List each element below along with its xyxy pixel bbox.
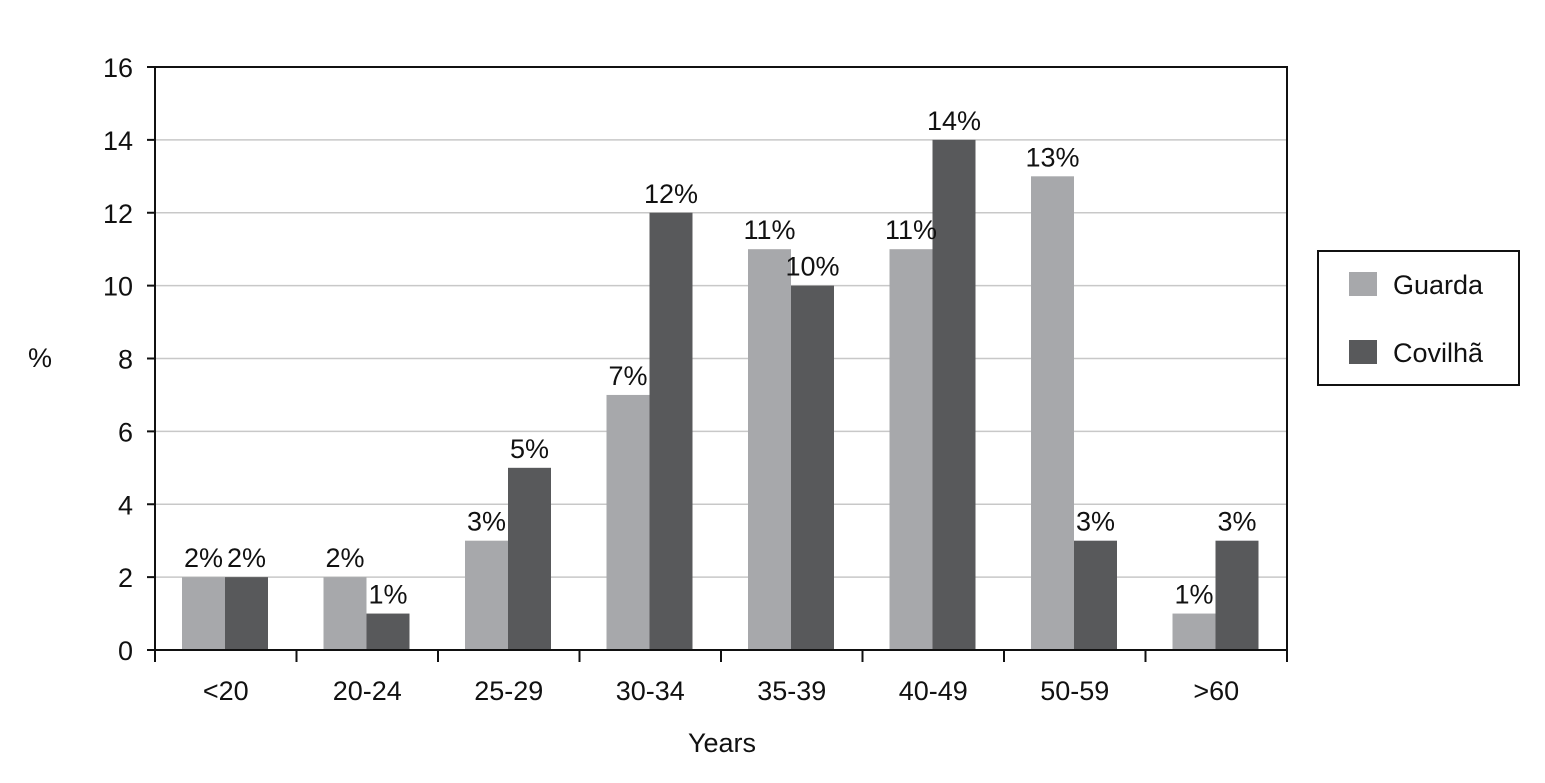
x-tick-label: >60 [1193,676,1239,706]
y-tick-label: 6 [118,417,133,447]
bar-guarda-0 [182,577,225,650]
data-label: 11% [885,215,937,245]
y-axis-ticks: 0 2 4 6 8 10 12 14 16 [103,53,155,666]
legend-label-covilha: Covilhã [1393,338,1484,368]
x-tick-label: <20 [203,676,249,706]
data-label: 3% [1217,507,1256,537]
bar-covilh-2 [508,467,551,650]
bar-guarda-5 [889,249,933,650]
data-label: 3% [1076,507,1115,537]
bar-guarda-3 [606,394,650,650]
x-axis-title: Years [688,728,756,758]
bar-guarda-6 [1031,176,1074,650]
data-label: 2% [227,543,266,573]
data-label: 13% [1025,142,1079,172]
bar-covilh-0 [225,577,268,650]
y-tick-label: 0 [118,636,133,666]
data-label: 14% [927,106,981,136]
x-tick-label: 50-59 [1040,676,1109,706]
y-tick-label: 12 [103,199,133,229]
y-axis-title: % [28,343,52,373]
legend-swatch-guarda [1349,272,1377,296]
data-label: 2% [184,543,223,573]
y-tick-label: 8 [118,345,133,375]
data-label: 3% [467,507,506,537]
legend-label-guarda: Guarda [1393,270,1484,300]
data-label: 7% [608,361,647,391]
x-tick-label: 30-34 [616,676,685,706]
data-labels: 2% 2%3%7%11% 11%13%1%2%1%5%12%10%14%3% 3% [184,106,1257,610]
legend-swatch-covilha [1349,340,1377,364]
data-label: 1% [368,580,407,610]
bar-guarda-7 [1172,613,1216,650]
bar-guarda-1 [323,577,367,650]
y-tick-label: 4 [118,490,133,520]
y-tick-label: 14 [103,126,133,156]
x-tick-label: 20-24 [333,676,402,706]
legend: Guarda Covilhã [1317,250,1520,386]
data-label: 12% [644,179,698,209]
x-axis-ticks: <20 20-24 25-29 30-34 35-39 40-49 50-59 >60 [154,650,1288,706]
bar-covilh-4 [791,285,834,650]
bar-guarda-4 [748,249,791,650]
bar-covilh-5 [932,139,976,650]
data-label: 1% [1174,580,1213,610]
y-tick-label: 2 [118,563,133,593]
bar-covilh-3 [649,212,693,650]
y-tick-label: 10 [103,272,133,302]
bar-covilh-1 [366,613,410,650]
gridlines [155,66,1287,578]
bar-guarda-2 [465,540,508,650]
x-tick-label: 25-29 [474,676,543,706]
y-tick-label: 16 [103,53,133,83]
bar-covilh-7 [1215,540,1259,650]
x-tick-label: 40-49 [899,676,968,706]
data-label: 10% [785,252,839,282]
bars [182,139,1259,650]
data-label: 11% [743,215,795,245]
x-tick-label: 35-39 [757,676,826,706]
bar-covilh-6 [1074,540,1117,650]
data-label: 2% [325,543,364,573]
data-label: 5% [510,434,549,464]
